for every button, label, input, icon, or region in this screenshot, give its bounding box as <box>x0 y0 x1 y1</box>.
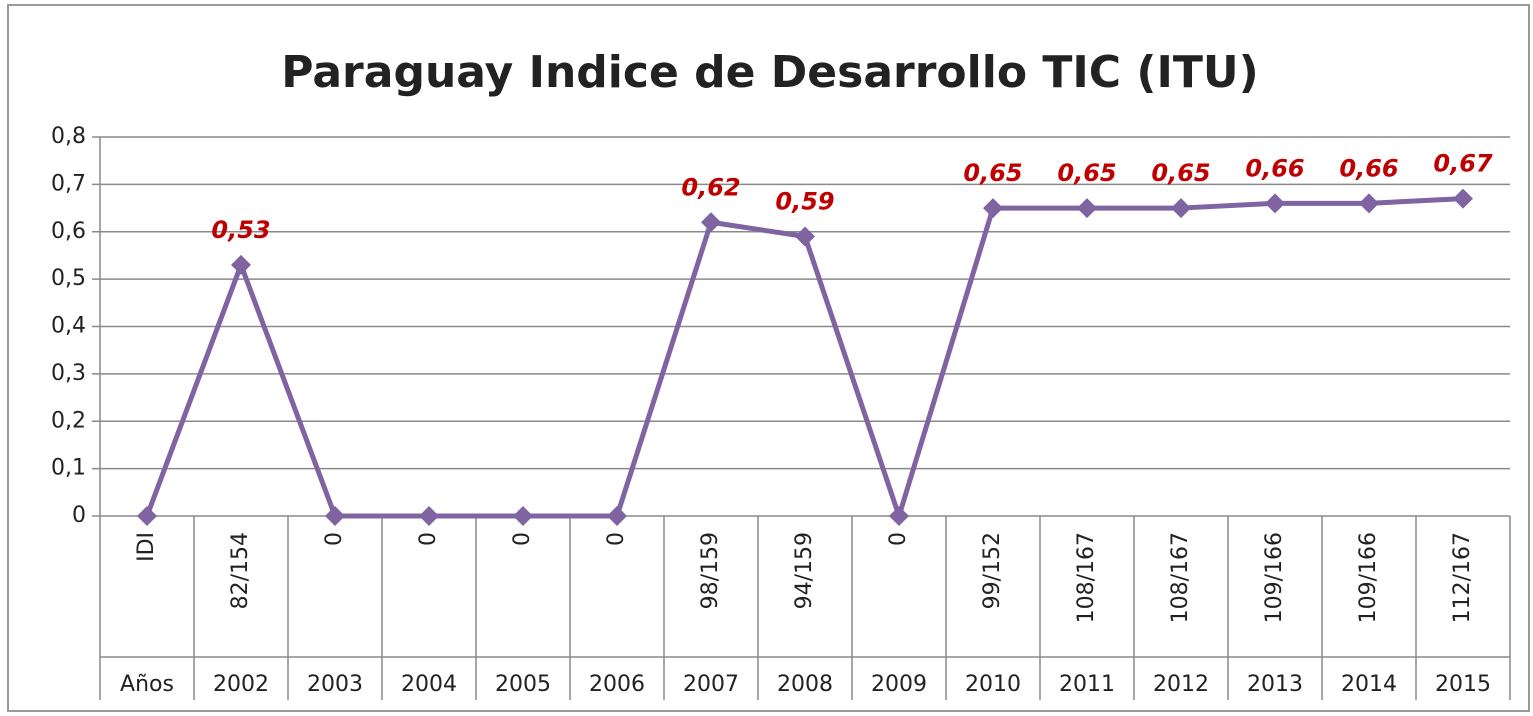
x-group-label: 2015 <box>1435 672 1491 697</box>
x-tick-label: 94/159 <box>792 532 817 609</box>
x-tick-label: 0 <box>416 532 441 546</box>
data-label: 0,66 <box>1245 154 1304 182</box>
y-tick-label: 0,3 <box>51 361 86 386</box>
x-tick-label: 109/166 <box>1356 532 1381 623</box>
point-marker <box>607 506 627 526</box>
x-tick-label: 82/154 <box>228 532 253 609</box>
x-group-label: 2011 <box>1059 672 1115 697</box>
x-group-label: 2009 <box>871 672 927 697</box>
data-label: 0,62 <box>681 173 740 201</box>
x-group-label: 2013 <box>1247 672 1303 697</box>
point-marker <box>795 226 815 247</box>
y-tick-label: 0,6 <box>51 219 86 244</box>
x-group-label: 2002 <box>213 672 269 697</box>
x-group-label: 2008 <box>777 672 833 697</box>
point-marker <box>889 506 909 526</box>
x-group-label: 2010 <box>965 672 1021 697</box>
point-marker <box>419 506 439 526</box>
x-group-label: 2007 <box>683 672 739 697</box>
x-group-label: 2014 <box>1341 672 1397 697</box>
x-tick-label: 0 <box>322 532 347 546</box>
point-marker <box>983 198 1003 219</box>
data-label: 0,67 <box>1433 150 1493 178</box>
data-label: 0,66 <box>1339 154 1398 182</box>
point-marker <box>137 506 157 526</box>
y-tick-label: 0,8 <box>51 124 86 149</box>
x-tick-label: 108/167 <box>1074 532 1099 623</box>
chart-title: Paraguay Indice de Desarrollo TIC (ITU) <box>281 47 1258 98</box>
data-label: 0,53 <box>211 216 270 244</box>
x-group-label: 2004 <box>401 672 457 697</box>
point-marker <box>513 506 533 526</box>
point-marker <box>1171 198 1191 219</box>
x-tick-label: 0 <box>604 532 629 546</box>
x-group-label: Años <box>120 672 174 697</box>
data-label: 0,65 <box>1057 159 1116 187</box>
x-tick-label: 99/152 <box>980 532 1005 609</box>
data-label: 0,59 <box>775 187 834 215</box>
y-tick-label: 0 <box>72 503 86 528</box>
point-marker <box>1453 188 1473 209</box>
point-marker <box>1265 193 1285 214</box>
point-marker <box>701 212 721 233</box>
data-label: 0,65 <box>963 159 1022 187</box>
x-tick-label: IDI <box>134 532 159 562</box>
y-tick-label: 0,7 <box>51 171 86 196</box>
chart-border <box>7 4 1530 712</box>
y-tick-label: 0,5 <box>51 266 86 291</box>
x-tick-label: 0 <box>886 532 911 546</box>
y-tick-label: 0,1 <box>51 456 86 481</box>
x-tick-label: 108/167 <box>1168 532 1193 623</box>
x-group-label: 2003 <box>307 672 363 697</box>
data-label: 0,65 <box>1151 159 1210 187</box>
x-group-label: 2006 <box>589 672 645 697</box>
y-tick-label: 0,4 <box>51 314 86 339</box>
x-tick-label: 0 <box>510 532 535 546</box>
x-tick-label: 112/167 <box>1450 532 1475 623</box>
y-tick-label: 0,2 <box>51 408 86 433</box>
x-tick-label: 98/159 <box>698 532 723 609</box>
point-marker <box>1077 198 1097 219</box>
point-marker <box>1359 193 1379 214</box>
x-group-label: 2005 <box>495 672 551 697</box>
point-marker <box>325 506 345 526</box>
x-group-label: 2012 <box>1153 672 1209 697</box>
point-marker <box>231 254 251 275</box>
x-tick-label: 109/166 <box>1262 532 1287 623</box>
